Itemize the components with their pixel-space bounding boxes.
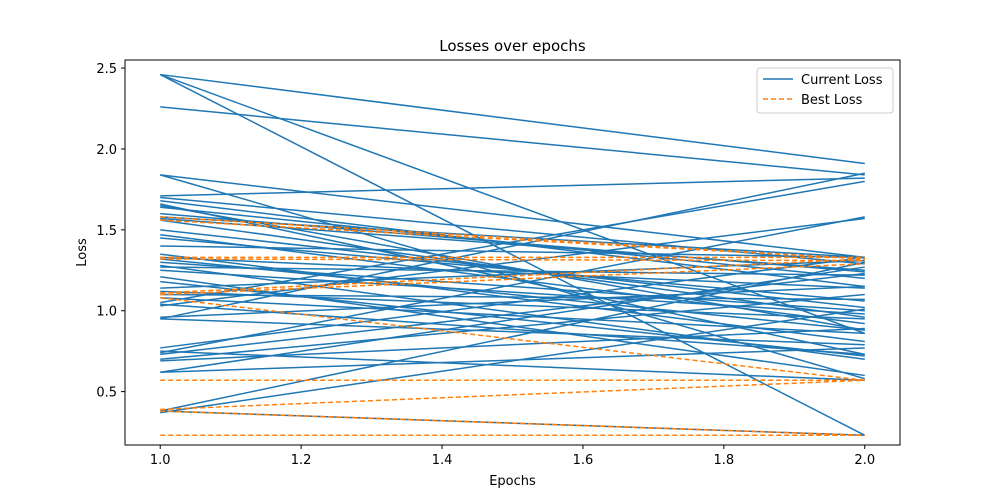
series-layer	[159, 73, 866, 437]
current-loss-line	[160, 216, 865, 354]
legend-label-best-loss: Best Loss	[801, 93, 863, 108]
current-loss-line	[160, 308, 865, 414]
x-tick-label: 1.0	[150, 453, 171, 468]
x-tick-label: 1.2	[291, 453, 312, 468]
current-loss-line	[160, 245, 865, 259]
current-loss-line	[160, 174, 865, 259]
legend-label-current-loss: Current Loss	[801, 73, 883, 88]
current-loss-line	[160, 293, 865, 361]
current-loss-line	[160, 73, 865, 165]
plot-frame	[124, 59, 901, 446]
chart-title: Losses over epochs	[439, 37, 586, 55]
best-loss-line	[160, 258, 865, 294]
x-axis: 1.0 1.2 1.4 1.6 1.8 2.0	[150, 445, 875, 468]
best-loss-line	[160, 263, 865, 296]
current-loss-line	[160, 261, 865, 412]
x-tick-label: 1.4	[432, 453, 453, 468]
best-loss-line	[160, 219, 865, 260]
current-loss-line	[160, 177, 865, 197]
current-loss-line	[160, 217, 865, 272]
current-loss-line	[160, 269, 865, 315]
x-tick-label: 1.6	[573, 453, 594, 468]
current-loss-line	[160, 318, 865, 346]
y-axis-title: Loss	[75, 238, 90, 267]
y-tick-label: 2.5	[96, 62, 117, 77]
legend: Current Loss Best Loss	[756, 67, 894, 114]
current-loss-line	[160, 217, 865, 307]
current-loss-line	[160, 276, 865, 377]
best-loss-line	[160, 379, 865, 411]
current-loss-line	[160, 297, 865, 335]
current-loss-line	[160, 229, 865, 309]
y-tick-label: 2.0	[96, 143, 117, 158]
y-tick-label: 1.0	[96, 305, 117, 320]
current-loss-line	[160, 172, 865, 320]
current-loss-line	[160, 180, 865, 304]
current-loss-line	[160, 106, 865, 176]
current-loss-line	[160, 261, 865, 312]
y-tick-label: 0.5	[96, 386, 117, 401]
current-loss-line	[160, 266, 865, 276]
current-loss-line	[160, 256, 865, 289]
current-loss-line	[160, 327, 865, 362]
best-loss-line	[160, 258, 865, 262]
current-loss-line	[160, 266, 865, 373]
best-loss-line	[160, 410, 865, 437]
current-loss-line	[160, 347, 865, 373]
y-tick-label: 1.5	[96, 224, 117, 239]
current-loss-line	[160, 293, 865, 301]
current-loss-line	[160, 216, 865, 259]
best-loss-line	[160, 297, 865, 382]
current-loss-line	[160, 256, 865, 349]
current-loss-line	[160, 285, 865, 318]
x-axis-title: Epochs	[489, 474, 536, 489]
x-tick-label: 1.8	[714, 453, 735, 468]
y-axis: 0.5 1.0 1.5 2.0 2.5	[96, 62, 125, 401]
series-best-loss	[160, 216, 865, 437]
x-tick-label: 2.0	[854, 453, 875, 468]
